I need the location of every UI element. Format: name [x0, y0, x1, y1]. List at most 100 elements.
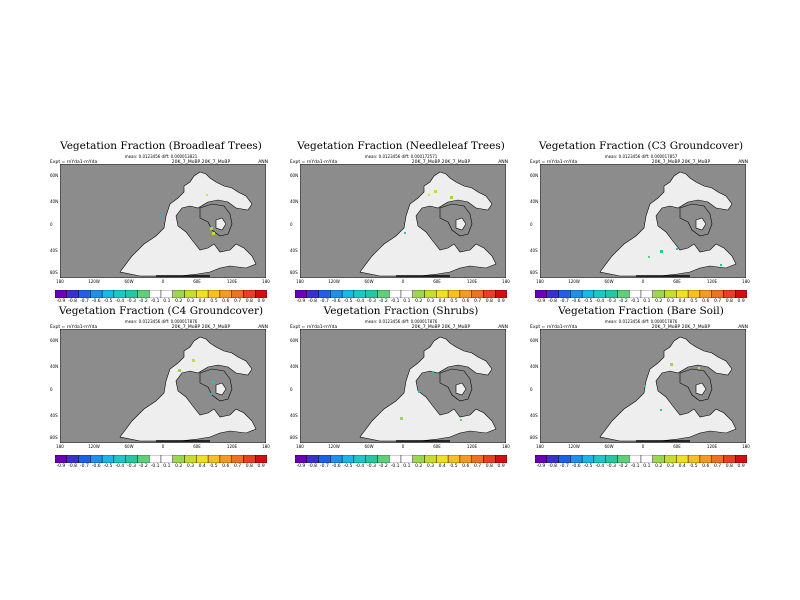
colorbar-tick-label: -0.5	[103, 464, 113, 469]
lon-label: 120W	[88, 444, 100, 449]
anomaly-marks	[644, 363, 700, 411]
colorbar-tick-label: 0.2	[415, 464, 423, 469]
landmass	[359, 171, 497, 277]
colorbar-tick-label: -0.8	[548, 464, 558, 469]
lat-label: 40N	[50, 199, 59, 204]
anomaly-marks	[648, 248, 722, 266]
panel-title: Vegetation Fraction (Broadleaf Trees)	[60, 140, 262, 152]
colorbar-swatch	[412, 455, 425, 463]
anomaly-cell	[460, 419, 462, 421]
colorbar-swatch	[723, 455, 736, 463]
anomaly-marks	[178, 359, 214, 395]
colorbar-tick-label: -0.3	[127, 464, 136, 469]
colorbar-swatch	[471, 455, 484, 463]
colorbar-tick-label: -0.9	[56, 299, 66, 304]
colorbar-tick-label: -0.1	[630, 464, 640, 469]
colorbar-swatch	[605, 290, 618, 298]
colorbar-tick-label: 0.9	[737, 299, 745, 304]
panel-stats: mean: 0.0123456 diff: 0.000017876	[604, 319, 678, 324]
map-plot	[540, 329, 746, 443]
anomaly-cell	[192, 359, 195, 362]
colorbar-swatch	[593, 455, 606, 463]
colorbar-tick-label: 0.9	[497, 299, 505, 304]
colorbar-tick-label: -0.4	[115, 464, 125, 469]
landmass	[599, 171, 737, 277]
colorbar-tick-label: 0.8	[725, 464, 733, 469]
colorbar-swatch	[160, 290, 173, 298]
colorbar-swatch	[664, 290, 677, 298]
lat-label: 60N	[290, 338, 299, 343]
lat-label: 40N	[530, 199, 539, 204]
colorbar-tick-label: 0.7	[233, 464, 242, 469]
colorbar-swatch	[377, 290, 390, 298]
lat-label: 60N	[530, 338, 539, 343]
lon-label: 60E	[193, 279, 201, 284]
colorbar-swatch	[495, 290, 507, 298]
colorbar-tick-label: -0.5	[343, 299, 353, 304]
colorbar-tick-label: -0.2	[138, 464, 148, 469]
colorbar-swatch	[546, 290, 559, 298]
colorbar-tick-label: -0.5	[103, 299, 113, 304]
colorbar-swatch	[101, 290, 115, 298]
experiment-label: Expt = rnYda1-rnYda	[290, 325, 338, 330]
lon-label: 120W	[88, 279, 100, 284]
colorbar-swatch	[341, 290, 355, 298]
lon-label: 60W	[364, 444, 374, 449]
colorbar-tick-label: 0.5	[210, 464, 218, 469]
colorbar-tick-label: 0.2	[175, 464, 183, 469]
lon-label: 60E	[673, 444, 681, 449]
colorbar-swatch	[255, 290, 267, 298]
lat-label: 40N	[50, 364, 59, 369]
colorbar-swatch	[149, 455, 162, 463]
anomaly-cell	[418, 391, 420, 393]
anomaly-cell	[210, 393, 212, 395]
colorbar-swatch	[459, 455, 472, 463]
colorbar-swatch	[447, 290, 461, 298]
colorbar-tick-label: 0.2	[415, 299, 423, 304]
colorbar-swatch	[330, 455, 343, 463]
map-panel: Vegetation Fraction (Broadleaf Trees) me…	[50, 140, 272, 310]
panel-title: Vegetation Fraction (C4 Groundcover)	[58, 305, 264, 317]
colorbar-tick-label: -0.9	[296, 299, 306, 304]
colorbar-tick-label: 0.5	[690, 464, 698, 469]
colorbar	[55, 290, 267, 298]
colorbar-swatch	[255, 455, 267, 463]
lon-label: 180	[296, 444, 304, 449]
lon-label: 0	[161, 279, 165, 284]
colorbar-swatch	[306, 455, 319, 463]
colorbar	[535, 290, 747, 298]
colorbar-swatch	[581, 455, 595, 463]
colorbar-tick-label: -0.7	[320, 464, 329, 469]
colorbar-swatch	[219, 455, 232, 463]
colorbar-tick-label: 0.2	[655, 299, 663, 304]
anomaly-marks	[404, 190, 453, 234]
map-panel: Vegetation Fraction (C3 Groundcover) mea…	[530, 140, 752, 310]
panel-stats: mean: 0.0123456 diff: 0.000013821	[124, 154, 198, 159]
lat-label: 60N	[530, 173, 539, 178]
colorbar-tick-label: 0.3	[426, 299, 435, 304]
colorbar-swatch	[640, 455, 653, 463]
lon-label: 60E	[193, 444, 201, 449]
colorbar-swatch	[196, 455, 209, 463]
colorbar-swatch	[172, 455, 185, 463]
lat-label: 40S	[50, 248, 58, 253]
lon-label: 180	[536, 444, 544, 449]
colorbar-swatch	[66, 290, 79, 298]
map-plot	[60, 164, 266, 278]
colorbar-tick-label: 0.1	[403, 464, 411, 469]
colorbar-tick-label: 0.6	[702, 299, 710, 304]
colorbar-swatch	[219, 290, 232, 298]
colorbar-tick-label: 0.6	[702, 464, 710, 469]
lon-label: 120E	[706, 279, 718, 284]
colorbar-swatch	[66, 455, 79, 463]
lat-label: 40S	[290, 413, 298, 418]
colorbar	[535, 455, 747, 463]
colorbar-tick-label: -0.9	[536, 299, 546, 304]
colorbar-tick-label: -0.4	[355, 464, 365, 469]
colorbar-tick-label: -0.5	[583, 464, 593, 469]
colorbar-swatch	[412, 290, 425, 298]
map-plot	[540, 164, 746, 278]
colorbar-tick-label: 0.8	[485, 464, 493, 469]
colorbar-tick-label: -0.6	[331, 299, 341, 304]
anomaly-cell	[450, 196, 453, 199]
